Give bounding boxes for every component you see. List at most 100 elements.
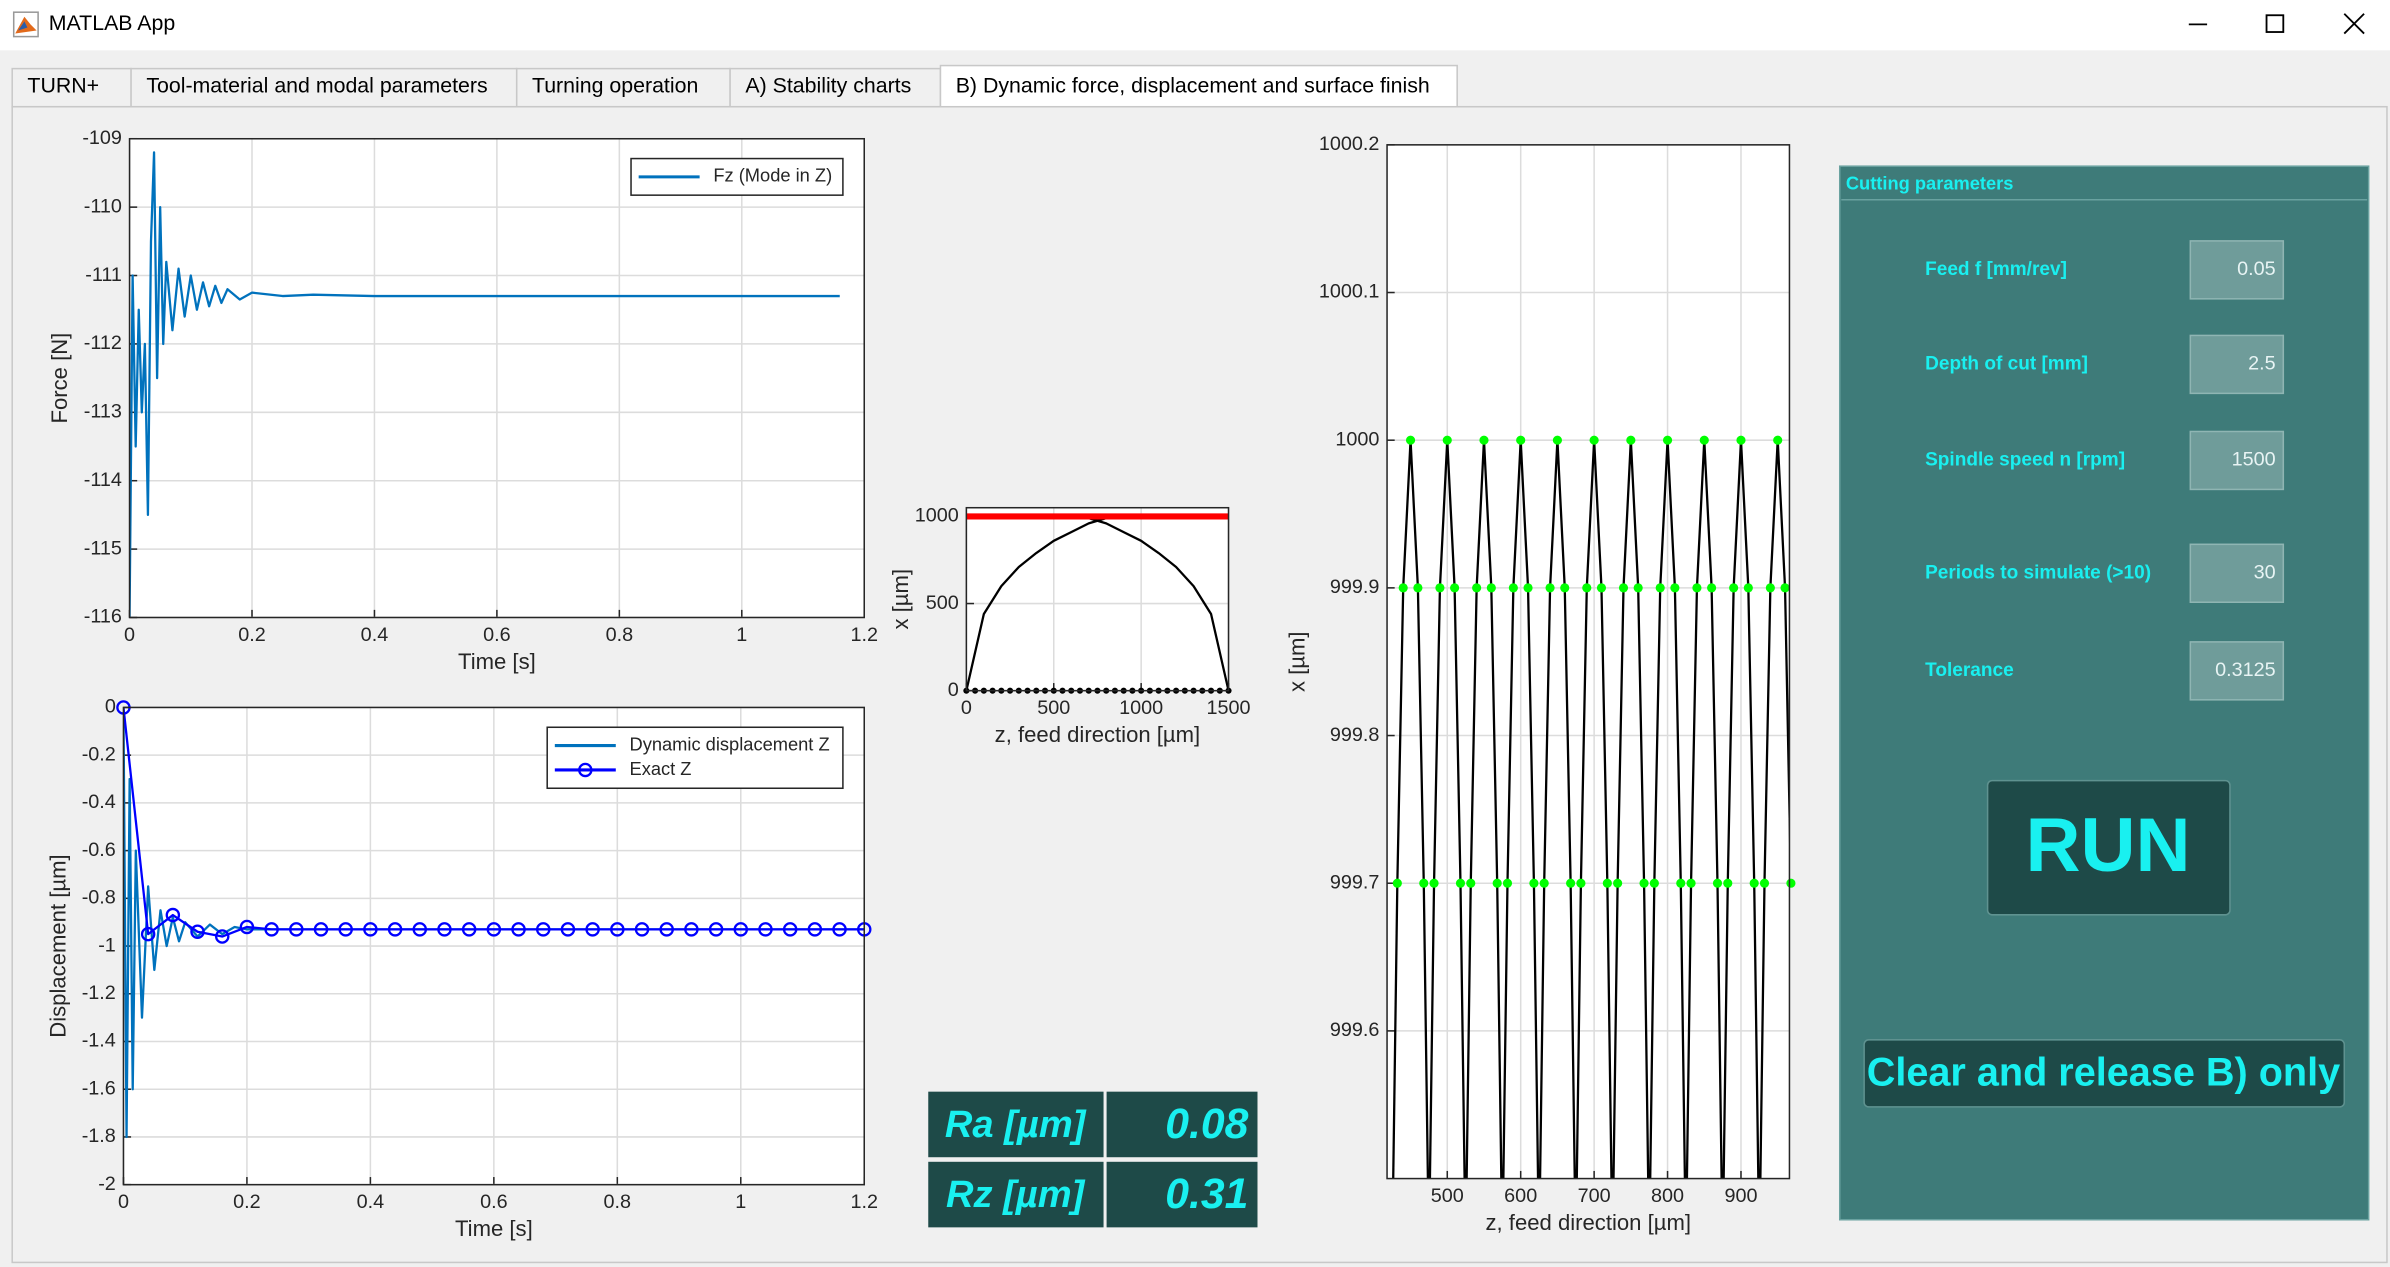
data-point [585, 922, 600, 937]
data-point [1435, 583, 1445, 593]
field-value[interactable]: 1500 [2232, 449, 2276, 471]
data-point [1419, 878, 1429, 888]
y-tick-label: 999.6 [1330, 1019, 1380, 1041]
y-axis-label: x [µm] [1284, 631, 1309, 692]
data-point [807, 922, 823, 937]
field-input[interactable] [2189, 641, 2285, 701]
data-point [1707, 583, 1717, 593]
data-point [363, 922, 378, 937]
axes-box [122, 706, 866, 1186]
data-point [1736, 435, 1746, 445]
close-button[interactable] [2343, 13, 2365, 35]
data-point [1723, 878, 1733, 888]
tab-label[interactable]: A) Stability charts [745, 74, 911, 98]
tab-label[interactable]: Turning operation [532, 74, 698, 98]
data-point [1662, 435, 1673, 445]
y-tick-label: 999.8 [1330, 724, 1380, 746]
y-tick-label: 1000.1 [1319, 281, 1380, 303]
data-point [313, 922, 329, 937]
y-tick-label: -1.2 [82, 982, 116, 1004]
field-value[interactable]: 0.3125 [2215, 659, 2276, 681]
data-point [560, 922, 576, 937]
data-point [190, 924, 205, 939]
legend-label: Dynamic displacement Z [630, 733, 830, 754]
data-point [437, 922, 452, 937]
x-tick-label: 0.4 [361, 624, 389, 646]
data-point [511, 922, 526, 937]
data-point [1692, 583, 1702, 593]
data-point [1450, 583, 1460, 593]
field-input[interactable] [2189, 240, 2285, 300]
field-label: Spindle speed n [rpm] [1925, 449, 2125, 470]
data-point [1596, 583, 1607, 593]
run-button[interactable] [1986, 779, 2231, 916]
tab[interactable] [11, 67, 132, 108]
clear-button[interactable] [1863, 1039, 2346, 1108]
legend: Dynamic displacement Z Exact Z [546, 726, 844, 790]
tab-label[interactable]: TURN+ [27, 74, 99, 98]
data-point [387, 922, 403, 937]
y-tick-label: 999.9 [1330, 576, 1380, 598]
field-input[interactable] [2189, 334, 2285, 395]
data-point [1633, 583, 1643, 593]
data-point [1589, 435, 1599, 445]
data-point [1780, 583, 1790, 593]
field-value[interactable]: 0.05 [2237, 258, 2276, 280]
y-tick-label: -0.4 [82, 791, 116, 813]
data-point [1676, 878, 1686, 888]
legend-label: Fz (Mode in Z) [713, 165, 832, 186]
y-tick-label: 1000 [915, 505, 959, 527]
data-point [289, 922, 304, 937]
tab-label[interactable]: B) Dynamic force, displacement and surfa… [956, 74, 1430, 98]
x-tick-label: 0.8 [604, 1191, 632, 1213]
data-point [239, 919, 255, 935]
clear-button-label[interactable]: Clear and release B) only [1867, 1050, 2340, 1094]
result-label: Rz [µm] [946, 1174, 1086, 1216]
results: Ra [µm] 0.08 Rz [µm] 0.31 [928, 1091, 1258, 1228]
legend-label: Exact Z [630, 758, 692, 779]
result-value: 0.31 [1165, 1170, 1248, 1218]
x-tick-label: 0 [961, 697, 972, 719]
y-axis-label: x [µm] [888, 569, 913, 630]
data-point [1442, 435, 1452, 445]
field-value[interactable]: 2.5 [2248, 353, 2276, 375]
data-point [1508, 583, 1518, 593]
data-point [1529, 878, 1539, 888]
data-point [1699, 435, 1709, 445]
data-point [1759, 878, 1770, 888]
series-line [966, 517, 1107, 691]
tab-label[interactable]: Tool-material and modal parameters [146, 74, 487, 98]
data-point [165, 907, 181, 923]
x-tick-label: 800 [1651, 1185, 1684, 1207]
field-value[interactable]: 30 [2254, 562, 2276, 584]
cutting-panel: Cutting parameters Feed f [mm/rev] 0.05 De… [1838, 165, 2370, 1221]
plot-area [966, 507, 1229, 691]
data-point [782, 922, 798, 937]
data-point [1472, 583, 1482, 593]
title-bar [0, 0, 2390, 51]
data-point [412, 922, 428, 937]
data-point [264, 922, 279, 937]
y-tick-label: -2 [98, 1173, 116, 1195]
run-button-label[interactable]: RUN [2025, 803, 2190, 888]
charts: 0 0.2 0.4 0.6 0.8 1 1.2-116-115-114-113-112-11… [45, 127, 1796, 1241]
y-tick-label: 1000.2 [1319, 133, 1380, 155]
data-point [1455, 878, 1466, 888]
data-point [832, 922, 847, 937]
maximize-button[interactable] [2265, 14, 2285, 33]
data-point [1486, 583, 1496, 593]
tab[interactable] [939, 64, 1458, 110]
y-axis-label: Force [N] [47, 333, 72, 424]
field-input[interactable] [2189, 543, 2285, 604]
data-point [1545, 583, 1555, 593]
x-tick-label: 0 [124, 624, 135, 646]
data-point [1552, 435, 1562, 445]
panel-title: Cutting parameters [1846, 172, 2014, 193]
field-input[interactable] [2189, 430, 2285, 491]
axes-box [965, 506, 1230, 692]
y-tick-label: -113 [84, 401, 122, 423]
data-point [1516, 435, 1526, 445]
data-point [1392, 878, 1402, 888]
data-point [1765, 583, 1775, 593]
